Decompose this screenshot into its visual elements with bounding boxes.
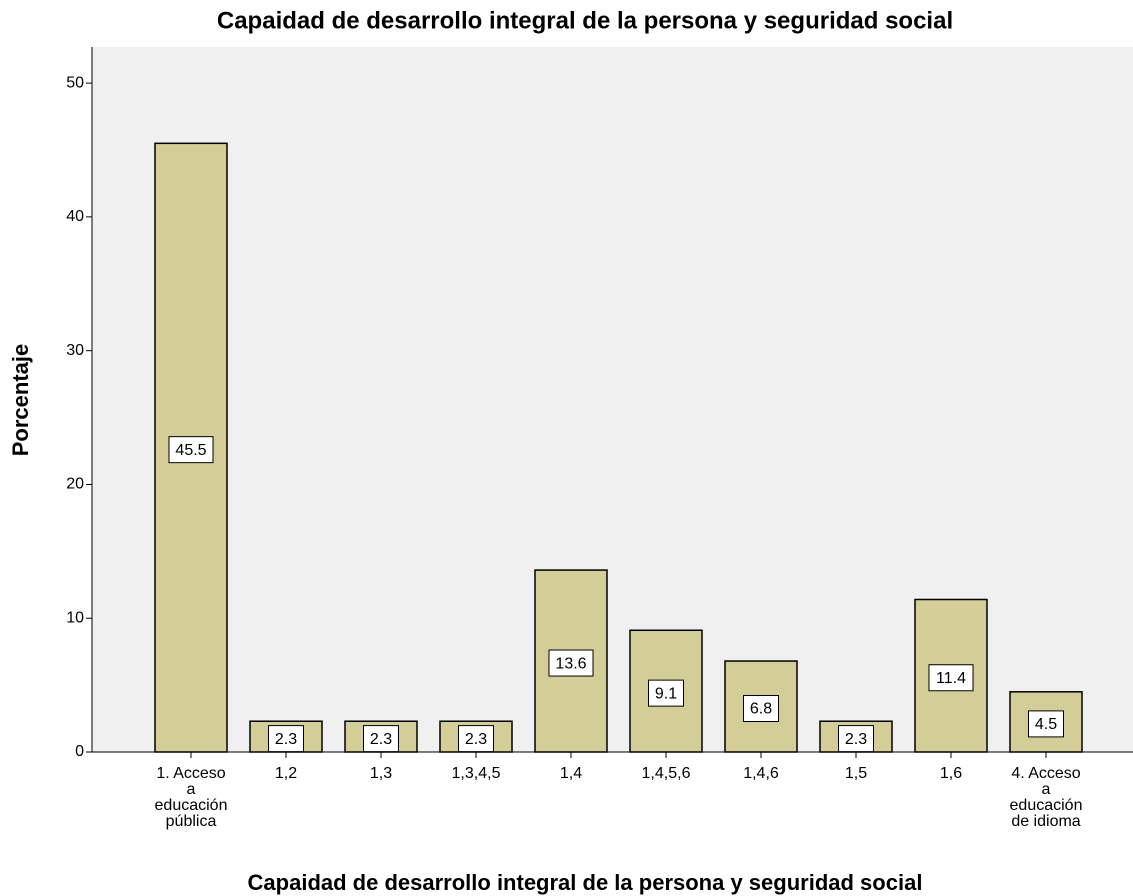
x-tick-label: 1,3: [369, 765, 393, 782]
x-tick-label: 1,4,6: [743, 765, 779, 782]
value-label: 2.3: [845, 731, 867, 748]
y-tick-label: 50: [66, 74, 84, 91]
x-tick-label: 1,5: [844, 765, 868, 782]
x-tick-label: 1. Acceso a educación pública: [154, 765, 228, 830]
value-label-box: [838, 725, 874, 753]
chart-title: Capaidad de desarrollo integral de la pe…: [217, 7, 953, 34]
y-axis-title: Porcentaje: [8, 344, 33, 457]
value-label: 11.4: [936, 670, 966, 687]
value-label: 2.3: [275, 731, 297, 748]
y-tick-label: 30: [66, 342, 84, 359]
x-tick-label: 1,2: [274, 765, 298, 782]
value-label: 9.1: [655, 685, 677, 702]
y-tick-label: 0: [75, 743, 84, 760]
value-label-box: [1028, 710, 1064, 738]
value-label: 4.5: [1035, 716, 1057, 733]
value-label-box: [168, 436, 214, 464]
value-label-box: [743, 695, 779, 723]
y-tick-label: 40: [66, 208, 84, 225]
value-label-box: [363, 725, 399, 753]
x-tick-label: 1,6: [939, 765, 963, 782]
value-label: 2.3: [465, 731, 487, 748]
y-tick-label: 20: [66, 476, 84, 493]
value-label: 45.5: [175, 442, 206, 459]
x-tick-label: 4. Acceso a educación de idioma: [1009, 765, 1083, 830]
value-label-box: [458, 725, 494, 753]
x-axis-title: Capaidad de desarrollo integral de la pe…: [248, 870, 923, 895]
value-label: 6.8: [750, 701, 772, 718]
y-tick-label: 10: [66, 609, 84, 626]
value-label-box: [648, 679, 684, 707]
x-tick-label: 1,4: [559, 765, 583, 782]
value-label: 2.3: [370, 731, 392, 748]
value-label-box: [268, 725, 304, 753]
value-label-box: [548, 649, 594, 677]
value-label: 13.6: [555, 655, 586, 672]
x-tick-label: 1,3,4,5: [451, 765, 501, 782]
value-label-box: [928, 664, 974, 692]
x-tick-label: 1,4,5,6: [641, 765, 691, 782]
